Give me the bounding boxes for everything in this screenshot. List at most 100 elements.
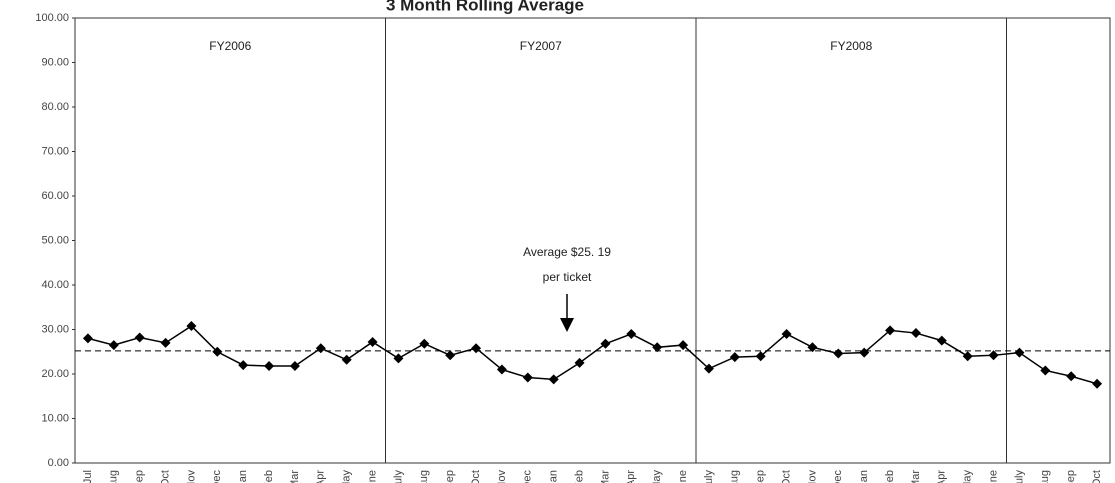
point	[264, 360, 275, 371]
point	[755, 351, 766, 362]
x-tick-label: Dec	[522, 470, 534, 483]
point	[833, 348, 844, 359]
point	[82, 333, 93, 344]
x-tick-label: Dec	[211, 470, 223, 483]
annotation: Average $25. 19	[523, 245, 611, 259]
point	[341, 354, 352, 365]
x-tick-label: June	[366, 470, 378, 483]
x-tick-label: Aug	[1039, 470, 1051, 483]
y-tick-label: 10.00	[41, 412, 69, 424]
point	[1014, 347, 1025, 358]
x-tick-label: May	[341, 470, 353, 483]
x-tick-label: Nov	[185, 470, 197, 483]
x-tick-label: Jul	[82, 470, 94, 483]
x-tick-label: Oct	[470, 470, 482, 483]
x-tick-label: Nov	[496, 470, 508, 483]
point	[885, 325, 896, 336]
point	[988, 350, 999, 361]
point	[471, 343, 482, 354]
x-tick-label: Dec	[832, 470, 844, 483]
x-tick-label: July	[1013, 470, 1025, 483]
point	[367, 336, 378, 347]
point	[807, 342, 818, 353]
x-tick-label: June	[987, 470, 999, 483]
y-tick-label: 100.00	[35, 12, 69, 24]
x-tick-label: Feb	[263, 470, 275, 483]
fiscal-year-label: FY2007	[520, 39, 562, 53]
x-tick-label: June	[677, 470, 689, 483]
point	[652, 342, 663, 353]
point	[574, 357, 585, 368]
x-tick-label: Apr	[936, 470, 948, 483]
y-tick-label: 60.00	[41, 190, 69, 202]
point	[859, 347, 870, 358]
x-tick-label: May	[962, 470, 974, 483]
series-line	[87, 324, 1098, 385]
point	[962, 351, 973, 362]
x-tick-label: Sep	[444, 470, 456, 483]
point	[936, 335, 947, 346]
fiscal-year-label: FY2006	[209, 39, 251, 53]
point	[626, 328, 637, 339]
point	[910, 328, 921, 339]
y-tick-label: 70.00	[41, 145, 69, 157]
point	[678, 340, 689, 351]
point	[212, 346, 223, 357]
x-tick-label: Feb	[884, 470, 896, 483]
y-tick-label: 50.00	[41, 234, 69, 246]
y-tick-label: 30.00	[41, 323, 69, 335]
y-tick-label: 90.00	[41, 56, 69, 68]
x-tick-label: Feb	[573, 470, 585, 483]
point	[1092, 378, 1103, 389]
point	[548, 374, 559, 385]
point	[1066, 371, 1077, 382]
point	[496, 364, 507, 375]
annotation: per ticket	[543, 270, 592, 284]
point	[419, 338, 430, 349]
point	[1040, 365, 1051, 376]
y-tick-label: 80.00	[41, 101, 69, 113]
point	[315, 343, 326, 354]
point	[600, 338, 611, 349]
y-tick-label: 20.00	[41, 368, 69, 380]
point	[186, 320, 197, 331]
x-tick-label: Aug	[108, 470, 120, 483]
x-tick-label: May	[651, 470, 663, 483]
x-tick-label: Aug	[729, 470, 741, 483]
x-tick-label: Sep	[755, 470, 767, 483]
x-tick-label: Sep	[1065, 470, 1077, 483]
x-tick-label: Apr	[625, 470, 637, 483]
point	[522, 372, 533, 383]
x-tick-label: Nov	[806, 470, 818, 483]
point	[729, 352, 740, 363]
x-tick-label: Oct	[159, 470, 171, 483]
chart-title: 3 Month Rolling Average	[386, 0, 584, 14]
y-tick-label: 40.00	[41, 279, 69, 291]
x-tick-label: Jan	[237, 470, 249, 483]
x-tick-label: Mar	[599, 470, 611, 483]
point	[445, 350, 456, 361]
point	[703, 363, 714, 374]
x-tick-label: Oct	[1091, 470, 1103, 483]
x-tick-label: Apr	[315, 470, 327, 483]
fiscal-year-label: FY2008	[830, 39, 872, 53]
point	[393, 353, 404, 364]
point	[289, 360, 300, 371]
x-tick-label: Oct	[780, 470, 792, 483]
x-tick-label: Aug	[418, 470, 430, 483]
y-tick-label: 0.00	[48, 457, 69, 469]
x-tick-label: Mar	[289, 470, 301, 483]
x-tick-label: Jan	[548, 470, 560, 483]
x-tick-label: Mar	[910, 470, 922, 483]
plot-frame	[74, 17, 1111, 464]
annotation-arrowhead	[560, 318, 574, 332]
point	[781, 328, 792, 339]
point	[134, 332, 145, 343]
x-tick-label: Jan	[858, 470, 870, 483]
x-tick-label: July	[392, 470, 404, 483]
point	[238, 360, 249, 371]
point	[108, 340, 119, 351]
x-tick-label: July	[703, 470, 715, 483]
point	[160, 337, 171, 348]
